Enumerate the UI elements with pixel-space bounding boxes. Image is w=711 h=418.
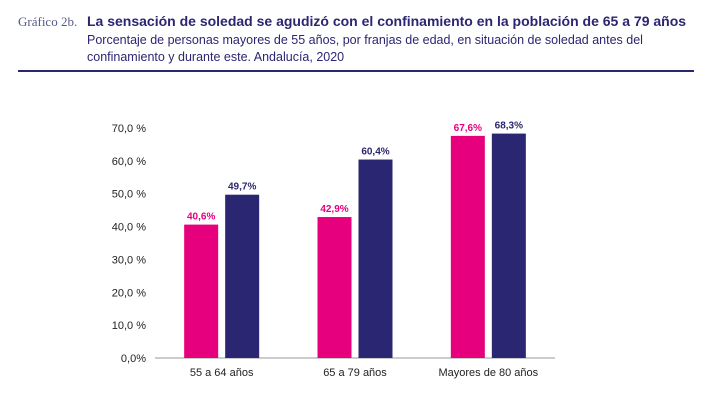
y-tick-label: 0,0% <box>121 353 146 365</box>
y-tick-label: 50,0 % <box>112 189 146 201</box>
bar <box>317 217 352 358</box>
y-tick-label: 10,0 % <box>112 320 146 332</box>
y-tick-label: 40,0 % <box>112 222 146 234</box>
bar <box>184 224 219 358</box>
x-tick-label: 65 a 79 años <box>323 367 387 379</box>
data-label: 67,6% <box>454 123 482 134</box>
figure-label: Gráfico 2b. <box>18 14 78 29</box>
bar <box>358 159 393 358</box>
chart-title: La sensación de soledad se agudizó con e… <box>87 13 687 29</box>
bar <box>450 135 485 358</box>
x-tick-label: 55 a 64 años <box>190 367 254 379</box>
y-tick-label: 20,0 % <box>112 287 146 299</box>
bar <box>225 194 260 358</box>
y-tick-label: 70,0 % <box>112 123 146 135</box>
chart-subtitle: Porcentaje de personas mayores de 55 año… <box>87 33 643 64</box>
data-label: 49,7% <box>228 182 256 193</box>
data-label: 68,3% <box>495 121 523 132</box>
data-label: 40,6% <box>187 212 215 223</box>
bar <box>491 133 526 358</box>
y-tick-label: 30,0 % <box>112 254 146 266</box>
header-rule <box>18 70 694 72</box>
data-label: 60,4% <box>361 147 389 158</box>
x-tick-label: Mayores de 80 años <box>438 367 538 379</box>
y-tick-label: 60,0 % <box>112 156 146 168</box>
data-label: 42,9% <box>320 204 348 215</box>
